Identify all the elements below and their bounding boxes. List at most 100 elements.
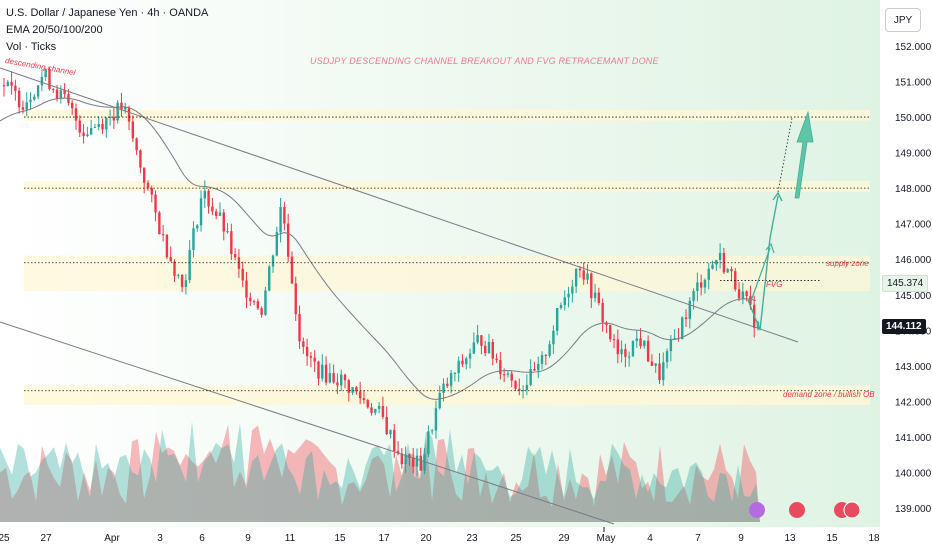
fvg-arrow bbox=[750, 247, 771, 302]
x-tick-label: 3 bbox=[157, 533, 163, 544]
y-tick-label: 147.000 bbox=[895, 220, 932, 231]
volume-indicator-label[interactable]: Vol · Ticks bbox=[6, 41, 57, 53]
candle-body bbox=[302, 341, 305, 347]
candle-body bbox=[6, 81, 9, 87]
candle-body bbox=[199, 198, 203, 226]
candle-body bbox=[165, 234, 169, 258]
candle-body bbox=[737, 289, 741, 299]
ema-line bbox=[0, 97, 757, 400]
candle-body bbox=[563, 297, 566, 305]
candle-body bbox=[71, 102, 74, 109]
candle-body bbox=[108, 116, 112, 118]
chart-title-annotation: USDJPY DESCENDING CHANNEL BREAKOUT AND F… bbox=[310, 56, 659, 66]
candle-body bbox=[21, 107, 25, 110]
candle-body bbox=[211, 206, 214, 212]
candle-body bbox=[146, 182, 150, 189]
x-tick-label: May bbox=[597, 533, 616, 544]
candle-body bbox=[567, 293, 570, 298]
candle-body bbox=[44, 69, 47, 78]
candle-body bbox=[449, 373, 453, 387]
candle-body bbox=[36, 85, 40, 97]
candle-body bbox=[268, 266, 271, 291]
y-tick-label: 148.000 bbox=[895, 184, 932, 195]
candle-body bbox=[286, 223, 290, 257]
candle-body bbox=[271, 255, 275, 267]
candle-body bbox=[309, 356, 313, 358]
candle-body bbox=[169, 257, 172, 262]
candle-body bbox=[127, 107, 131, 122]
candle-body bbox=[525, 384, 529, 391]
fvg-price-tag: 145.374 bbox=[882, 275, 929, 292]
y-tick-label: 140.000 bbox=[895, 468, 932, 479]
candle-body bbox=[355, 387, 358, 392]
x-tick-label: 18 bbox=[868, 533, 880, 544]
candle-body bbox=[726, 269, 729, 273]
y-tick-label: 151.000 bbox=[895, 78, 932, 89]
candle-body bbox=[313, 357, 316, 362]
symbol-title[interactable]: U.S. Dollar / Japanese Yen · 4h · OANDA bbox=[6, 7, 209, 19]
x-tick-label: 11 bbox=[285, 533, 296, 544]
y-tick-label: 143.000 bbox=[895, 362, 932, 373]
x-tick-label: 20 bbox=[420, 533, 432, 544]
candle-body bbox=[324, 364, 328, 383]
x-tick-label: Apr bbox=[104, 533, 120, 544]
time-axis-panel bbox=[0, 527, 880, 550]
x-tick-label: 4 bbox=[647, 533, 653, 544]
candle-body bbox=[188, 249, 191, 281]
y-tick-label: 150.000 bbox=[895, 113, 932, 124]
candle-body bbox=[317, 361, 320, 379]
candle-body bbox=[180, 274, 184, 287]
candle-body bbox=[233, 254, 237, 258]
candle-body bbox=[192, 228, 195, 250]
candle-body bbox=[612, 339, 616, 341]
candle-body bbox=[415, 455, 419, 467]
candle-body bbox=[730, 269, 733, 272]
candle-body bbox=[430, 430, 434, 432]
candle-body bbox=[684, 317, 688, 319]
candle-body bbox=[203, 190, 207, 199]
candle-body bbox=[446, 383, 449, 387]
candle-body bbox=[290, 256, 294, 284]
candle-body bbox=[627, 356, 631, 358]
candle-body bbox=[529, 369, 532, 385]
candle-body bbox=[662, 362, 665, 381]
candle-body bbox=[249, 297, 252, 302]
x-tick-label: 23 bbox=[466, 533, 478, 544]
candle-body bbox=[468, 353, 472, 359]
candle-body bbox=[283, 206, 286, 224]
candle-body bbox=[605, 322, 608, 326]
candle-body bbox=[559, 304, 563, 308]
candle-body bbox=[499, 360, 502, 375]
candle-body bbox=[654, 363, 657, 366]
candle-body bbox=[230, 231, 233, 255]
candle-body bbox=[582, 270, 585, 280]
fvg-label: FVG bbox=[766, 280, 783, 289]
candle-body bbox=[241, 268, 244, 281]
candle-body bbox=[184, 280, 188, 287]
candle-body bbox=[555, 307, 559, 331]
candle-body bbox=[699, 282, 703, 288]
ema-indicator-label[interactable]: EMA 20/50/100/200 bbox=[6, 24, 103, 36]
projection-arrowhead bbox=[772, 191, 783, 202]
volume-area-down bbox=[0, 424, 760, 522]
candle-body bbox=[480, 335, 483, 346]
candle-body bbox=[374, 408, 377, 413]
target-arrow bbox=[794, 110, 814, 199]
zone-150 bbox=[24, 109, 870, 121]
candle-body bbox=[593, 292, 597, 299]
candle-body bbox=[518, 388, 521, 391]
supply-zone bbox=[24, 255, 870, 292]
candle-body bbox=[351, 387, 354, 393]
candle-body bbox=[82, 132, 85, 137]
currency-selector[interactable]: JPY bbox=[885, 8, 921, 32]
candle-body bbox=[142, 167, 146, 183]
x-tick-label: 13 bbox=[784, 533, 796, 544]
candle-body bbox=[483, 345, 487, 354]
candle-body bbox=[245, 280, 248, 298]
candle-body bbox=[177, 274, 180, 276]
candle-body bbox=[688, 300, 691, 319]
candle-body bbox=[601, 302, 604, 323]
candle-body bbox=[93, 126, 97, 128]
x-tick-label: 27 bbox=[40, 533, 52, 544]
